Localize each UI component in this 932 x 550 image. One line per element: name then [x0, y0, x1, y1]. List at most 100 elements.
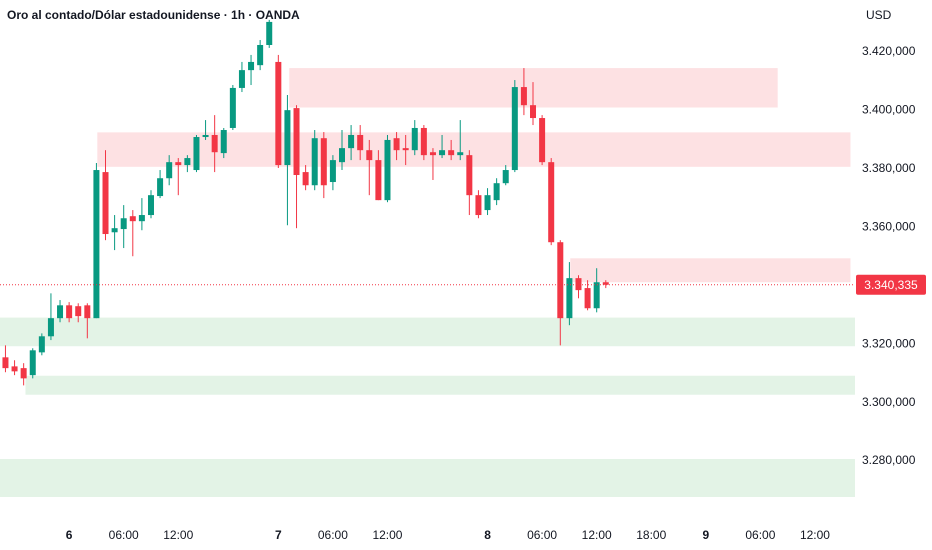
x-tick-label: 06:00: [109, 528, 139, 542]
candle-body: [47, 318, 54, 337]
chart-title: Oro al contado/Dólar estadounidense · 1h…: [7, 8, 300, 22]
x-tick-label: 12:00: [163, 528, 193, 542]
candle-body: [539, 118, 546, 163]
candle-body: [129, 216, 136, 222]
candle-body: [548, 162, 555, 243]
candle-body: [38, 336, 45, 353]
x-tick-label: 12:00: [582, 528, 612, 542]
candle-body: [439, 150, 446, 156]
zone: [25, 375, 856, 395]
candle-body: [302, 172, 309, 186]
candle-body: [2, 357, 9, 369]
candle-body: [193, 137, 200, 171]
zones: [0, 68, 856, 497]
zone: [97, 132, 851, 167]
candle-body: [147, 195, 154, 216]
candle-body: [566, 278, 573, 319]
x-tick-label: 06:00: [527, 528, 557, 542]
y-tick-label: 3.420,000: [862, 44, 916, 58]
candle-body: [393, 138, 400, 151]
candle-body: [220, 130, 227, 154]
candle-body: [602, 282, 609, 285]
candle-body: [166, 162, 173, 179]
candle-body: [293, 108, 300, 176]
x-tick-label: 06:00: [745, 528, 775, 542]
candle-body: [384, 139, 391, 201]
candle-body: [84, 305, 91, 319]
candle-body: [584, 288, 591, 309]
candles: [0, 19, 855, 386]
candle-body: [466, 155, 473, 196]
x-tick-label: 18:00: [636, 528, 666, 542]
axes: 3.280,000 3.300,000 3.320,000 3.360,000 3.38…: [66, 44, 926, 542]
candle-body: [339, 148, 345, 163]
candle-body: [593, 282, 600, 309]
candle-body: [493, 183, 500, 201]
candle-body: [111, 228, 118, 233]
candle-body: [357, 134, 364, 151]
candle-body: [257, 44, 264, 66]
candle-body: [484, 195, 491, 211]
candle-body: [66, 305, 73, 319]
candle-body: [575, 278, 582, 291]
candle-body: [320, 138, 327, 186]
candle-body: [457, 152, 464, 156]
candle-body: [229, 87, 236, 128]
candle-body: [11, 366, 18, 372]
y-tick-label: 3.300,000: [862, 395, 916, 409]
candle-body: [29, 350, 36, 376]
y-tick-label: 3.380,000: [862, 161, 916, 175]
y-tick-label: 3.320,000: [862, 336, 916, 350]
currency-label: USD: [866, 8, 892, 22]
candle-body: [211, 134, 218, 153]
candle-body: [275, 61, 282, 166]
candle-body: [511, 87, 518, 171]
x-tick-label: 9: [702, 528, 709, 542]
candle-body: [411, 127, 418, 151]
candle-body: [502, 170, 509, 184]
candle-body: [20, 368, 27, 379]
candle-body: [366, 150, 373, 161]
candle-body: [175, 162, 182, 166]
candle-body: [102, 172, 109, 235]
x-tick-label: 12:00: [372, 528, 402, 542]
candle-body: [248, 61, 255, 71]
candle-body: [420, 127, 427, 156]
candle-body: [57, 305, 64, 319]
candle-body: [138, 215, 145, 222]
candle-body: [329, 160, 336, 183]
candle-body: [266, 21, 273, 45]
candle-body: [311, 138, 318, 186]
candle-body: [375, 160, 382, 201]
candle-body: [448, 150, 455, 156]
candle-body: [530, 105, 537, 119]
x-tick-label: 8: [484, 528, 491, 542]
candle-body: [348, 134, 355, 149]
last-price-box: [856, 274, 926, 295]
x-tick-label: 7: [275, 528, 282, 542]
y-tick-label: 3.280,000: [862, 453, 916, 467]
y-tick-label: 3.400,000: [862, 103, 916, 117]
candle-body: [284, 110, 291, 166]
candle-body: [429, 152, 436, 156]
y-tick-label: 3.360,000: [862, 219, 916, 233]
x-tick-label: 06:00: [318, 528, 348, 542]
candle-body: [520, 87, 527, 106]
x-tick-label: 12:00: [800, 528, 830, 542]
candle-body: [120, 218, 127, 230]
zone: [0, 317, 855, 347]
candle-body: [93, 170, 100, 319]
candle-body: [475, 195, 482, 216]
candle-body: [75, 306, 82, 317]
zone: [0, 459, 855, 497]
candle-body: [184, 158, 191, 166]
x-tick-label: 6: [66, 528, 73, 542]
last-price-label: 3.340,335: [864, 278, 918, 292]
candle-body: [402, 148, 409, 151]
candle-body: [202, 134, 209, 138]
candle-body: [557, 242, 564, 319]
candle-body: [238, 70, 245, 88]
candle-body: [157, 178, 164, 197]
